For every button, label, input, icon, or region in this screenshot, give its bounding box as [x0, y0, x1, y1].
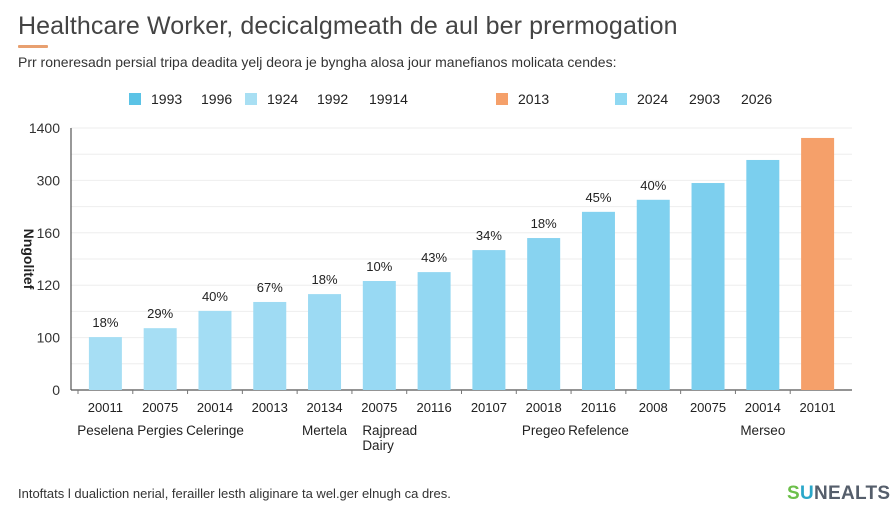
group-label: Refelence — [568, 423, 629, 438]
y-axis-label: Nngolitef — [21, 229, 37, 290]
legend-item: 1993 — [129, 91, 182, 107]
legend-item: 1992 — [317, 91, 348, 107]
x-tick-label: 20116 — [417, 400, 452, 415]
bar — [88, 337, 122, 390]
data-label: 18% — [531, 216, 557, 231]
data-label: 40% — [640, 178, 666, 193]
bar — [746, 159, 780, 390]
bar — [253, 301, 287, 390]
y-tick-label: 1400 — [29, 120, 60, 136]
data-label: 45% — [585, 190, 611, 205]
bar — [801, 137, 835, 390]
x-tick-label: 20134 — [306, 400, 342, 415]
group-label: Rajpread — [362, 423, 417, 438]
x-tick-label: 20101 — [800, 400, 836, 415]
legend-item: 2013 — [496, 91, 549, 107]
bar — [636, 199, 670, 390]
data-label: 40% — [202, 289, 228, 304]
legend-label: 2013 — [518, 91, 550, 107]
footer-note: Intoftats l dualiction nerial, ferailler… — [18, 486, 451, 501]
x-tick-label: 20075 — [142, 400, 178, 415]
legend-swatch — [496, 93, 508, 105]
data-label: 43% — [421, 250, 447, 265]
legend-swatch — [615, 93, 627, 105]
data-label: 18% — [92, 315, 118, 330]
logo-text: NEALTS — [814, 483, 891, 504]
x-tick-label: 20011 — [88, 400, 123, 415]
bar — [581, 211, 615, 390]
group-label: Pergies — [137, 423, 183, 438]
x-tick-label: 20075 — [690, 400, 726, 415]
logo-letter-s: S — [787, 483, 800, 504]
legend-label: 2024 — [637, 91, 669, 107]
title-accent-bar — [18, 45, 48, 48]
legend-label: 19914 — [369, 91, 408, 107]
legend-label: 1924 — [267, 91, 299, 107]
x-tick-label: 20018 — [526, 400, 562, 415]
group-label: Celeringe — [186, 423, 244, 438]
data-label: 67% — [257, 280, 283, 295]
x-tick-label: 20107 — [471, 400, 507, 415]
chart-title: Healthcare Worker, decicalgmeath de aul … — [18, 12, 678, 40]
legend-item: 19914 — [369, 91, 408, 107]
group-label: Merseo — [740, 423, 785, 438]
bar — [198, 310, 232, 390]
legend-item: 2026 — [741, 91, 772, 107]
legend-label: 2026 — [741, 91, 773, 107]
legend-item: 2024 — [615, 91, 668, 107]
group-label: Peselena — [77, 423, 134, 438]
x-tick-label: 20014 — [197, 400, 233, 415]
bar — [472, 250, 506, 390]
x-tick-label: 20116 — [581, 400, 616, 415]
group-label: Pregeo — [522, 423, 566, 438]
legend-item: 1996 — [201, 91, 232, 107]
brand-logo: SUNEALTS — [787, 483, 890, 505]
data-label: 10% — [366, 259, 392, 274]
y-tick-label: 120 — [37, 277, 61, 293]
x-tick-label: 20013 — [252, 400, 288, 415]
group-label: Mertela — [302, 423, 348, 438]
group-label: Dairy — [362, 438, 394, 453]
legend-swatch — [129, 93, 141, 105]
x-tick-label: 20014 — [745, 400, 781, 415]
bar — [308, 294, 342, 390]
bar — [362, 281, 396, 390]
legend-label: 1993 — [151, 91, 183, 107]
legend-item: 1924 — [245, 91, 298, 107]
legend: 1993 1996 1924 1992 19914 2013 2024 2903… — [0, 91, 896, 109]
y-tick-label: 100 — [37, 330, 61, 346]
legend-label: 1992 — [317, 91, 349, 107]
y-tick-label: 160 — [37, 225, 61, 241]
chart-subtitle: Prr roneresadn persial tripa deadita yel… — [18, 54, 617, 70]
data-label: 29% — [147, 306, 173, 321]
x-tick-label: 20075 — [361, 400, 397, 415]
x-tick-label: 2008 — [639, 400, 668, 415]
bar — [143, 328, 177, 390]
y-tick-label: 0 — [52, 382, 60, 398]
bar — [417, 272, 451, 390]
bar — [691, 183, 725, 390]
legend-item: 2903 — [689, 91, 720, 107]
y-tick-label: 300 — [37, 172, 61, 188]
data-label: 34% — [476, 228, 502, 243]
legend-label: 2903 — [689, 91, 721, 107]
bar — [527, 238, 561, 390]
legend-swatch — [245, 93, 257, 105]
legend-label: 1996 — [201, 91, 233, 107]
data-label: 18% — [312, 272, 338, 287]
logo-letter-u: U — [799, 483, 815, 504]
